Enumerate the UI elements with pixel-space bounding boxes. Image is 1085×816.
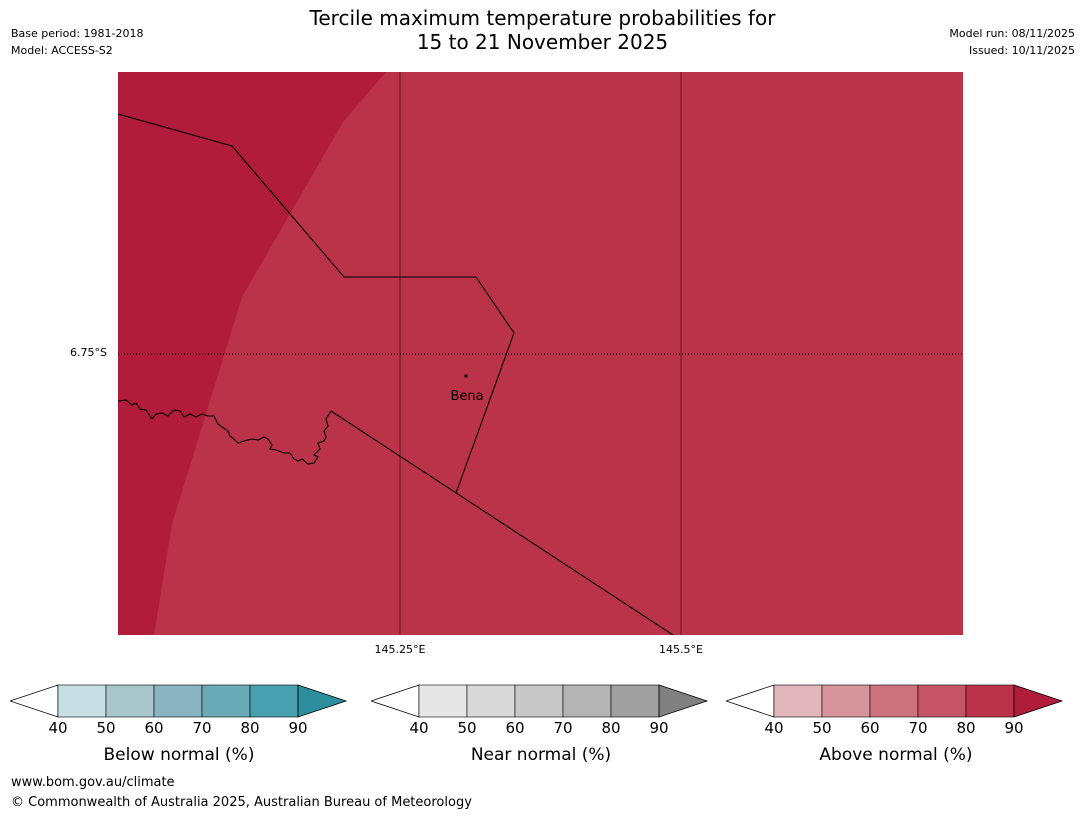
issued-text: Issued: 10/11/2025	[968, 44, 1075, 57]
colorbar-segment	[466, 684, 516, 718]
probability-map[interactable]: Bena	[118, 72, 963, 635]
colorbar-tick-label: 90	[1004, 719, 1024, 737]
colorbar-tick-label: 70	[192, 719, 212, 737]
region-above-90	[118, 72, 386, 635]
colorbar-near-normal-ticks: 40 50 60 70 80 90	[371, 719, 711, 739]
colorbar-arrow-high	[658, 684, 709, 718]
colorbar-segment	[562, 684, 612, 718]
colorbar-arrow-low	[371, 684, 420, 718]
model-text: Model: ACCESS-S2	[11, 44, 113, 57]
colorbar-segment	[153, 684, 203, 718]
colorbar-segment	[610, 684, 660, 718]
colorbar-above-normal-title: Above normal (%)	[819, 745, 973, 765]
footer-url[interactable]: www.bom.gov.au/climate	[11, 775, 175, 790]
colorbar-tick-label: 60	[505, 719, 525, 737]
model-run-text: Model run: 08/11/2025	[949, 27, 1075, 40]
colorbar-arrow-low	[726, 684, 775, 718]
bena-label: Bena	[450, 389, 483, 404]
metadata-right: Model run: 08/11/2025 Issued: 10/11/2025	[949, 25, 1075, 59]
colorbar-arrow-low	[10, 684, 59, 718]
lon-label-145-25e: 145.25°E	[374, 643, 426, 656]
colorbar-segment	[917, 684, 967, 718]
colorbar-tick-label: 70	[553, 719, 573, 737]
colorbar-above-normal-ticks: 40 50 60 70 80 90	[726, 719, 1066, 739]
colorbar-segment	[869, 684, 919, 718]
lat-label-6-75s: 6.75°S	[70, 346, 107, 359]
title-line-1: Tercile maximum temperature probabilitie…	[309, 6, 776, 30]
chart-title: Tercile maximum temperature probabilitie…	[0, 6, 1085, 54]
colorbar-tick-label: 90	[288, 719, 308, 737]
colorbar-tick-label: 50	[96, 719, 116, 737]
metadata-left: Base period: 1981-2018 Model: ACCESS-S2	[11, 25, 143, 59]
colorbar-segment	[514, 684, 564, 718]
colorbar-tick-label: 80	[956, 719, 976, 737]
colorbar-near-normal	[371, 684, 709, 718]
colorbar-tick-label: 60	[144, 719, 164, 737]
colorbar-tick-label: 50	[812, 719, 832, 737]
colorbar-tick-label: 50	[457, 719, 477, 737]
colorbar-near-normal-title: Near normal (%)	[470, 745, 612, 765]
colorbar-tick-label: 80	[601, 719, 621, 737]
province-boundary-upper	[118, 113, 515, 494]
colorbar-segment	[821, 684, 871, 718]
colorbar-tick-label: 60	[860, 719, 880, 737]
colorbar-below-normal	[10, 684, 348, 718]
colorbar-above-normal	[726, 684, 1064, 718]
colorbar-segment	[418, 684, 468, 718]
colorbar-arrow-high	[297, 684, 348, 718]
colorbar-tick-label: 70	[908, 719, 928, 737]
colorbar-segment	[201, 684, 251, 718]
colorbar-segment	[773, 684, 823, 718]
base-period-text: Base period: 1981-2018	[11, 27, 144, 40]
colorbar-below-normal-ticks: 40 50 60 70 80 90	[10, 719, 350, 739]
footer-copyright: © Commonwealth of Australia 2025, Austra…	[11, 795, 472, 810]
colorbar-segment	[105, 684, 155, 718]
colorbar-tick-label: 40	[409, 719, 429, 737]
colorbar-segment	[249, 684, 299, 718]
colorbar-segment	[965, 684, 1015, 718]
province-boundary-lower	[330, 410, 674, 635]
colorbar-tick-label: 40	[48, 719, 68, 737]
title-line-2: 15 to 21 November 2025	[416, 30, 669, 54]
colorbar-tick-label: 90	[649, 719, 669, 737]
colorbar-tick-label: 80	[240, 719, 260, 737]
colorbar-arrow-high	[1013, 684, 1064, 718]
colorbar-below-normal-title: Below normal (%)	[103, 745, 255, 765]
province-boundary-coastline	[118, 399, 332, 465]
lon-label-145-5e: 145.5°E	[659, 643, 703, 656]
colorbar-tick-label: 40	[764, 719, 784, 737]
colorbar-segment	[57, 684, 107, 718]
bena-marker	[464, 374, 468, 378]
